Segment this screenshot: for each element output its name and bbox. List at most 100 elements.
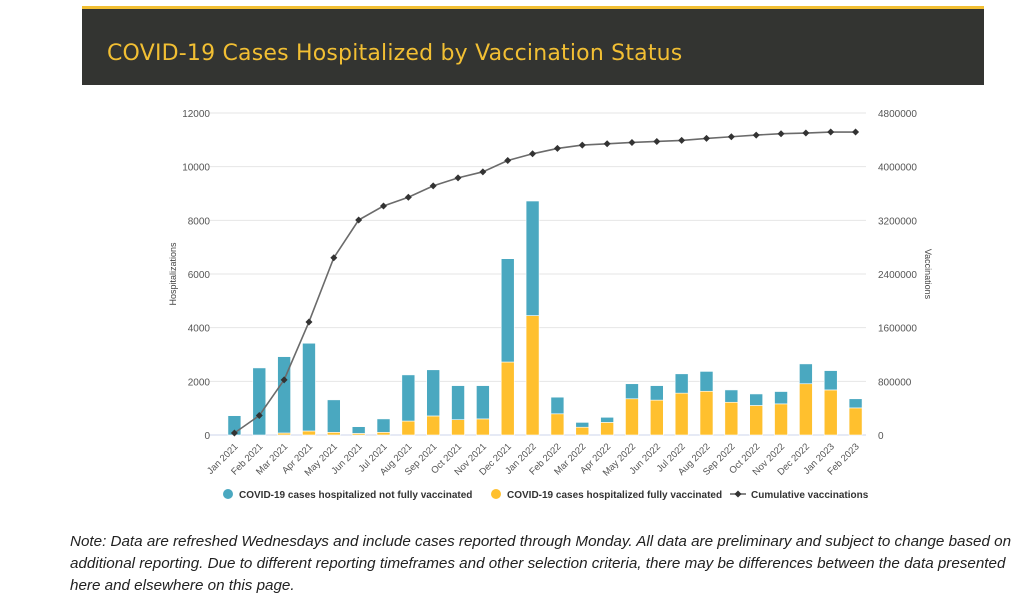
bar-fully-vaccinated [699, 390, 714, 436]
vaccination-point [802, 129, 810, 137]
bar-fully-vaccinated [376, 432, 391, 436]
bar-fully-vaccinated [674, 392, 689, 436]
bar-fully-vaccinated [600, 422, 614, 436]
vaccination-point [230, 429, 238, 437]
bar-not-fully-vaccinated [823, 370, 838, 391]
bar-not-fully-vaccinated [302, 342, 316, 432]
bar-not-fully-vaccinated [401, 374, 416, 422]
y2-tick-label: 800000 [878, 377, 912, 388]
bar-fully-vaccinated [823, 389, 838, 436]
vaccination-point [479, 168, 487, 176]
bar-fully-vaccinated [799, 383, 813, 436]
bar-fully-vaccinated [774, 403, 788, 436]
legend-marker-icon [734, 490, 742, 498]
vaccination-point [504, 156, 512, 164]
legend-fully-vaccinated: COVID-19 cases hospitalized fully vaccin… [507, 490, 722, 501]
bar-fully-vaccinated [848, 407, 863, 436]
bar-not-fully-vaccinated [277, 356, 291, 434]
page-title: COVID-19 Cases Hospitalized by Vaccinati… [107, 41, 683, 66]
bar-not-fully-vaccinated [476, 385, 490, 420]
bar-not-fully-vaccinated [674, 373, 689, 394]
vaccination-point [380, 202, 387, 210]
legend-fully-vaccinated-icon [491, 489, 501, 499]
bar-fully-vaccinated [277, 432, 291, 436]
vaccination-point [454, 174, 462, 182]
bar-not-fully-vaccinated [575, 422, 590, 428]
vaccination-point [529, 150, 537, 158]
hospitalizations-chart: 0 2000 4000 6000 8000 10000 12000 0 800000 160000… [168, 109, 933, 501]
vaccination-point [628, 138, 636, 146]
bar-fully-vaccinated [426, 415, 440, 436]
bar-not-fully-vaccinated [625, 383, 639, 400]
data-note: Note: Data are refreshed Wednesdays and … [70, 533, 1012, 594]
bar-not-fully-vaccinated [799, 363, 813, 385]
bar-not-fully-vaccinated [848, 398, 863, 409]
vaccination-point [653, 137, 661, 145]
bar-fully-vaccinated [625, 398, 639, 436]
y2-tick-label: 3200000 [878, 216, 917, 227]
bar-not-fully-vaccinated [327, 399, 341, 433]
bar-not-fully-vaccinated [252, 367, 267, 436]
bar-not-fully-vaccinated [500, 258, 515, 363]
vaccination-point [678, 136, 686, 144]
y2-tick-label: 2400000 [878, 270, 917, 281]
y-tick-label: 4000 [188, 324, 211, 335]
vaccination-point [355, 216, 363, 224]
bar-fully-vaccinated [550, 413, 565, 436]
vaccination-point [404, 193, 412, 201]
bar-not-fully-vaccinated [774, 391, 788, 405]
y2-tick-label: 4000000 [878, 163, 917, 174]
y-axis-title: Hospitalizations [168, 242, 178, 306]
cumulative-vaccinations-line [233, 131, 856, 434]
vaccination-point [827, 128, 835, 136]
bar-fully-vaccinated [724, 401, 739, 436]
bar-fully-vaccinated [476, 418, 490, 436]
vaccination-point [703, 134, 710, 142]
y-tick-label: 6000 [188, 270, 211, 281]
y-tick-label: 8000 [188, 216, 211, 227]
vaccination-point [752, 131, 760, 139]
y2-tick-label: 1600000 [878, 324, 917, 335]
bar-not-fully-vaccinated [426, 369, 440, 417]
y-tick-label: 12000 [182, 109, 210, 120]
y2-tick-label: 4800000 [878, 109, 917, 120]
bar-fully-vaccinated [650, 399, 664, 436]
y-tick-label: 0 [204, 431, 210, 442]
bar-fully-vaccinated [451, 419, 465, 436]
vaccination-point [280, 376, 288, 384]
bar-not-fully-vaccinated [699, 371, 714, 392]
vaccination-point [578, 141, 586, 149]
bar-fully-vaccinated [749, 405, 763, 436]
vaccination-point [727, 133, 735, 141]
vaccination-point [429, 182, 437, 190]
bar-not-fully-vaccinated [451, 385, 465, 421]
legend-not-fully-vaccinated: COVID-19 cases hospitalized not fully va… [239, 490, 472, 501]
bar-fully-vaccinated [525, 315, 540, 436]
bar-not-fully-vaccinated [550, 396, 565, 415]
vaccination-point [603, 140, 611, 148]
legend-cumulative-vaccinations: Cumulative vaccinations [751, 490, 869, 501]
bar-not-fully-vaccinated [525, 200, 540, 316]
chart-header: COVID-19 Cases Hospitalized by Vaccinati… [82, 6, 984, 85]
bar-not-fully-vaccinated [600, 416, 614, 423]
bar-fully-vaccinated [302, 430, 316, 436]
bar-not-fully-vaccinated [376, 418, 391, 433]
bar-not-fully-vaccinated [724, 389, 739, 403]
vaccination-point [305, 318, 313, 326]
y2-axis-title: Vaccinations [923, 249, 933, 300]
bar-fully-vaccinated [327, 432, 341, 436]
y2-tick-label: 0 [878, 431, 884, 442]
y-tick-label: 10000 [182, 163, 210, 174]
vaccination-point [777, 130, 785, 138]
vaccination-point [553, 144, 561, 152]
bar-fully-vaccinated [401, 420, 416, 436]
vaccination-point [330, 254, 338, 262]
bar-not-fully-vaccinated [650, 385, 664, 401]
bar-not-fully-vaccinated [749, 393, 763, 406]
vaccination-point [255, 412, 263, 420]
bar-fully-vaccinated [500, 361, 515, 436]
legend-not-fully-vaccinated-icon [223, 489, 233, 499]
y-tick-label: 2000 [188, 377, 211, 388]
bar-not-fully-vaccinated [351, 426, 366, 434]
vaccination-point [852, 128, 860, 136]
